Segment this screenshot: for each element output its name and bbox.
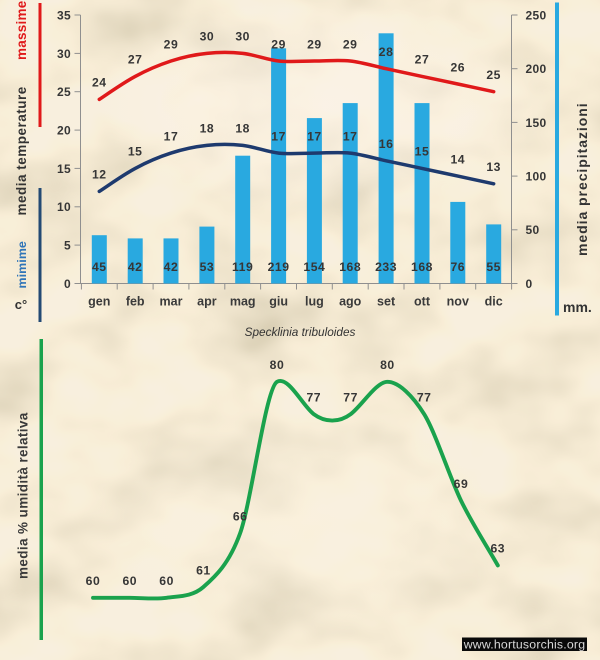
svg-text:dic: dic	[485, 295, 503, 309]
svg-text:150: 150	[526, 116, 547, 130]
svg-text:60: 60	[159, 574, 174, 588]
svg-text:mm.: mm.	[563, 299, 592, 315]
svg-text:apr: apr	[197, 295, 217, 309]
svg-text:17: 17	[164, 129, 179, 143]
svg-text:10: 10	[57, 200, 71, 214]
svg-text:0: 0	[526, 277, 533, 291]
svg-text:set: set	[377, 295, 396, 309]
svg-text:66: 66	[233, 509, 248, 523]
svg-text:12: 12	[92, 168, 107, 182]
svg-text:60: 60	[122, 574, 137, 588]
svg-text:lug: lug	[305, 295, 324, 309]
svg-text:42: 42	[128, 260, 143, 274]
svg-text:42: 42	[164, 260, 179, 274]
svg-text:feb: feb	[126, 295, 145, 309]
svg-text:ott: ott	[414, 295, 431, 309]
svg-text:45: 45	[92, 260, 107, 274]
svg-text:gen: gen	[88, 295, 110, 309]
svg-text:80: 80	[380, 358, 395, 372]
svg-text:27: 27	[415, 53, 430, 67]
svg-text:53: 53	[200, 260, 215, 274]
svg-text:100: 100	[526, 170, 547, 184]
svg-text:massime: massime	[14, 0, 29, 60]
svg-text:29: 29	[271, 37, 286, 51]
svg-text:15: 15	[57, 162, 71, 176]
svg-text:media temperature: media temperature	[14, 86, 29, 215]
svg-text:168: 168	[411, 260, 433, 274]
svg-text:35: 35	[57, 8, 71, 22]
svg-text:15: 15	[415, 145, 430, 159]
svg-text:119: 119	[232, 260, 253, 274]
svg-text:giu: giu	[269, 295, 288, 309]
svg-text:c°: c°	[15, 297, 27, 312]
svg-text:media % umidità relativa: media % umidità relativa	[16, 412, 31, 579]
svg-text:ago: ago	[339, 295, 362, 309]
svg-text:0: 0	[64, 277, 71, 291]
svg-text:30: 30	[200, 30, 215, 44]
svg-text:mimime: mimime	[15, 241, 29, 288]
svg-text:27: 27	[128, 53, 143, 67]
svg-text:26: 26	[450, 60, 465, 74]
svg-text:50: 50	[526, 223, 540, 237]
svg-text:13: 13	[486, 160, 501, 174]
svg-text:28: 28	[379, 45, 394, 59]
svg-text:76: 76	[450, 260, 465, 274]
svg-text:nov: nov	[447, 295, 469, 309]
svg-text:219: 219	[268, 260, 290, 274]
svg-text:18: 18	[200, 122, 215, 136]
svg-text:80: 80	[270, 358, 285, 372]
svg-text:30: 30	[57, 47, 71, 61]
svg-text:77: 77	[343, 391, 358, 405]
svg-text:20: 20	[57, 124, 71, 138]
svg-text:media precipitazioni: media precipitazioni	[574, 102, 590, 256]
svg-text:55: 55	[486, 260, 501, 274]
svg-text:25: 25	[57, 85, 71, 99]
svg-text:17: 17	[307, 129, 322, 143]
svg-text:www.hortusorchis.org: www.hortusorchis.org	[463, 637, 586, 651]
svg-text:15: 15	[128, 145, 143, 159]
svg-text:mag: mag	[230, 295, 256, 309]
svg-text:30: 30	[235, 30, 250, 44]
svg-text:168: 168	[339, 260, 361, 274]
svg-text:200: 200	[526, 62, 547, 76]
svg-text:18: 18	[235, 122, 250, 136]
svg-text:mar: mar	[160, 295, 183, 309]
svg-text:60: 60	[86, 574, 101, 588]
svg-text:69: 69	[454, 477, 469, 491]
svg-text:Specklinia tribuloides: Specklinia tribuloides	[245, 325, 356, 339]
svg-text:250: 250	[526, 8, 547, 22]
svg-text:25: 25	[486, 68, 501, 82]
svg-text:154: 154	[303, 260, 325, 274]
svg-text:24: 24	[92, 76, 107, 90]
svg-text:29: 29	[307, 37, 322, 51]
svg-text:77: 77	[306, 391, 321, 405]
svg-text:61: 61	[196, 563, 211, 577]
svg-text:5: 5	[64, 239, 71, 253]
svg-text:29: 29	[343, 37, 358, 51]
svg-text:77: 77	[417, 391, 432, 405]
svg-text:17: 17	[343, 129, 358, 143]
svg-text:16: 16	[379, 137, 394, 151]
svg-text:233: 233	[375, 260, 397, 274]
svg-text:29: 29	[164, 37, 179, 51]
svg-text:14: 14	[450, 152, 465, 166]
svg-text:17: 17	[271, 129, 286, 143]
svg-text:63: 63	[490, 542, 505, 556]
